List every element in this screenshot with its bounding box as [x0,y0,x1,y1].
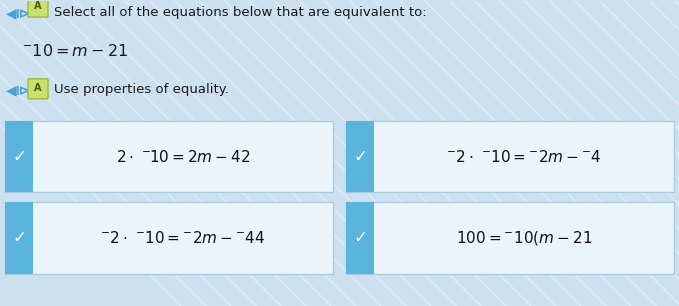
Text: $100 = {^{-}10}(m - 21$: $100 = {^{-}10}(m - 21$ [456,229,592,247]
Text: $^{-}10 = m - 21$: $^{-}10 = m - 21$ [22,43,128,59]
Text: $2 \cdot\ ^{-\!}10 = 2m - 42$: $2 \cdot\ ^{-\!}10 = 2m - 42$ [116,149,250,165]
Text: ◀⧐: ◀⧐ [6,83,31,97]
Text: $^{-}2 \cdot\ ^{-}10 = ^{-}2m - {^{-}4}$: $^{-}2 \cdot\ ^{-}10 = ^{-}2m - {^{-}4}$ [446,149,602,165]
FancyBboxPatch shape [5,121,33,192]
FancyBboxPatch shape [5,202,333,274]
Text: A: A [34,83,41,93]
Text: ✓: ✓ [12,147,26,166]
Text: ✓: ✓ [353,229,367,247]
FancyBboxPatch shape [346,121,374,192]
Text: ◀⧐: ◀⧐ [6,6,31,20]
FancyBboxPatch shape [5,202,33,274]
Text: ✓: ✓ [12,229,26,247]
FancyBboxPatch shape [5,121,333,192]
Text: Select all of the equations below that are equivalent to:: Select all of the equations below that a… [54,6,426,19]
FancyBboxPatch shape [28,79,48,99]
FancyBboxPatch shape [346,202,674,274]
Text: Use properties of equality.: Use properties of equality. [54,83,229,96]
FancyBboxPatch shape [346,121,674,192]
Text: ✓: ✓ [353,147,367,166]
FancyBboxPatch shape [28,0,48,17]
Text: $^{-}2 \cdot\ ^{-}10 = ^{-}2m - {^{-}44}$: $^{-}2 \cdot\ ^{-}10 = ^{-}2m - {^{-}44}… [100,230,265,246]
FancyBboxPatch shape [346,202,374,274]
Text: A: A [34,1,41,11]
